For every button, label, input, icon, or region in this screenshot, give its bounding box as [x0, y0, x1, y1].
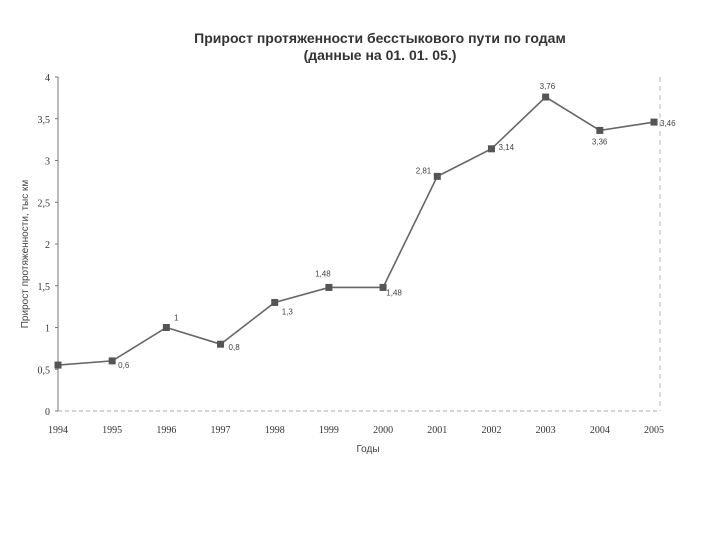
data-point-marker	[487, 145, 495, 153]
y-tick-label: 1	[45, 324, 50, 335]
y-tick-label: 3	[45, 157, 50, 168]
data-label: 0,8	[229, 343, 241, 352]
x-tick-label: 1994	[48, 425, 68, 436]
chart-ticks: 0 0,5 1 1,5 2 2,5 3 3,5 4 1994 1995 1996 1997 1998 199…	[38, 73, 665, 436]
chart-title: Прирост протяженности бесстыкового пути …	[194, 30, 566, 46]
x-tick-label: 2001	[427, 425, 447, 436]
data-label: 3,46	[660, 119, 676, 128]
y-tick-label: 0	[45, 407, 50, 418]
y-axis-title: Прирост протяженности, тыс км	[20, 180, 31, 329]
x-tick-label: 1997	[211, 425, 231, 436]
x-tick-label: 1998	[265, 425, 285, 436]
data-label: 1,48	[386, 288, 402, 297]
data-point-marker	[542, 93, 550, 101]
data-point-marker	[433, 172, 441, 180]
data-label: 2,81	[416, 166, 432, 175]
chart-title-block: Прирост протяженности бесстыкового пути …	[150, 30, 610, 64]
chart-axes	[57, 77, 661, 412]
data-label: 3,76	[540, 82, 556, 91]
y-tick-label: 0,5	[38, 365, 51, 376]
data-label: 3,36	[592, 137, 608, 146]
x-tick-label: 2002	[481, 425, 501, 436]
data-point-marker	[162, 324, 170, 331]
data-point-marker	[650, 118, 658, 126]
data-label: 1	[174, 314, 179, 323]
data-point-marker	[54, 361, 62, 369]
data-label: 0,6	[118, 361, 130, 370]
data-point-marker	[596, 126, 604, 134]
chart-series	[54, 93, 658, 369]
x-tick-label: 2005	[644, 425, 664, 436]
data-point-marker	[379, 283, 387, 291]
x-tick-label: 1999	[319, 425, 339, 436]
series-line	[57, 96, 655, 366]
data-label: 3,14	[498, 143, 514, 152]
y-tick-label: 2	[45, 240, 50, 251]
chart-subtitle: (данные на 01. 01. 05.)	[303, 47, 457, 63]
data-point-marker	[325, 283, 333, 291]
data-label: 1,3	[282, 307, 294, 316]
data-point-marker	[108, 357, 116, 365]
data-point-marker	[217, 340, 225, 348]
x-tick-label: 2000	[373, 425, 393, 436]
data-point-marker	[271, 298, 279, 306]
data-label: 1,48	[315, 269, 331, 278]
y-tick-label: 1,5	[38, 282, 51, 293]
y-tick-label: 3,5	[38, 115, 51, 126]
x-tick-label: 2003	[536, 425, 556, 436]
chart-data-labels: 0,6 1 0,8 1,3 1,48 1,48 2,81 3,14 3,76 3,36 3,46	[118, 82, 676, 370]
y-tick-label: 2,5	[38, 198, 51, 209]
x-tick-label: 1996	[156, 425, 176, 436]
x-tick-label: 2004	[590, 425, 610, 436]
x-axis-title: Годы	[356, 444, 379, 455]
x-tick-label: 1995	[102, 425, 122, 436]
y-tick-label: 4	[45, 73, 50, 84]
